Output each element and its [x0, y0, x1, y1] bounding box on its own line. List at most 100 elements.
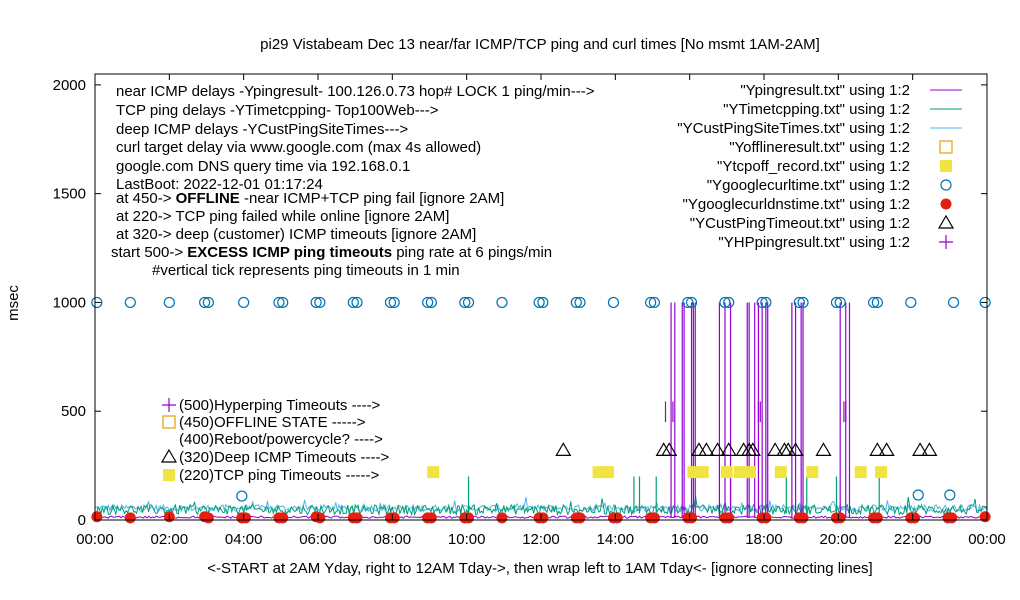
data-point — [574, 512, 586, 524]
inner-legend-swatch — [160, 448, 178, 463]
note-line: at 220-> TCP ping failed while online [i… — [116, 208, 449, 225]
data-point — [733, 466, 746, 479]
y-axis-label: msec — [5, 285, 22, 321]
data-point — [236, 490, 248, 502]
inner-legend-item: (320)Deep ICMP Timeouts ----> — [179, 449, 389, 466]
inner-legend-swatch — [163, 469, 175, 481]
data-point — [682, 296, 694, 309]
data-point — [645, 296, 657, 309]
data-point — [277, 512, 289, 524]
data-point — [388, 296, 400, 309]
note-line: deep ICMP delays -YCustPingSiteTimes---> — [116, 121, 408, 138]
data-point — [533, 296, 545, 309]
data-point — [384, 296, 397, 309]
data-point — [273, 296, 285, 309]
data-point — [912, 489, 924, 501]
data-point — [427, 466, 440, 479]
x-tick-label: 10:00 — [448, 531, 486, 548]
data-point — [347, 296, 359, 309]
data-point — [687, 466, 700, 479]
data-point — [238, 296, 250, 309]
data-point — [351, 512, 363, 524]
data-point — [555, 442, 572, 456]
legend-entry-label: "Ygooglecurldnstime.txt" using 1:2 — [683, 196, 910, 213]
data-point — [947, 296, 960, 309]
note-line: #vertical tick represents ping timeouts … — [152, 262, 460, 279]
data-point — [648, 296, 660, 309]
data-point — [767, 442, 784, 456]
data-point — [979, 296, 991, 309]
data-point — [537, 512, 549, 524]
data-point — [854, 466, 867, 479]
legend-entry-label: "Ypingresult.txt" using 1:2 — [740, 82, 910, 99]
y-tick-label: 2000 — [53, 77, 86, 94]
legend-swatch — [937, 214, 955, 229]
data-point — [422, 296, 434, 309]
inner-legend-item: (500)Hyperping Timeouts ----> — [179, 397, 381, 414]
legend-swatch — [940, 160, 952, 172]
data-point — [163, 296, 175, 309]
data-point — [199, 296, 211, 309]
marker-layer — [91, 296, 991, 524]
note-excess: start 500-> EXCESS ICMP ping timeouts pi… — [111, 244, 552, 261]
data-point — [797, 512, 809, 524]
data-point — [797, 296, 809, 309]
y-tick-label: 1000 — [53, 294, 86, 311]
data-point — [425, 512, 437, 524]
data-point — [690, 442, 708, 456]
inner-legend-item: (400)Reboot/powercycle? ----> — [179, 431, 383, 448]
data-point — [869, 442, 886, 456]
data-point — [611, 512, 623, 524]
chart-title: pi29 Vistabeam Dec 13 near/far ICMP/TCP … — [260, 36, 820, 53]
data-point — [661, 442, 678, 456]
data-point — [830, 296, 843, 309]
inner-legend-item: (220)TCP ping Timeouts -----> — [179, 467, 379, 484]
x-tick-label: 16:00 — [671, 531, 709, 548]
data-point — [459, 296, 471, 309]
inner-legend-swatch — [162, 398, 176, 412]
tick-layer: 0 500 1000 1500 2000 00:00 02:00 04:00 06:00 08:0… — [53, 74, 1006, 548]
data-point — [774, 466, 787, 479]
note-line: at 320-> deep (customer) ICMP timeouts [… — [116, 226, 476, 243]
data-point — [696, 466, 709, 479]
data-point — [793, 296, 805, 309]
legend-entry-label: "Ygooglecurltime.txt" using 1:2 — [707, 177, 910, 194]
data-point — [496, 296, 508, 309]
data-point — [277, 296, 289, 309]
inner-legend: (500)Hyperping Timeouts ----> (450)OFFLI… — [160, 397, 389, 484]
data-point — [709, 442, 726, 456]
data-point — [905, 296, 917, 309]
data-point — [310, 296, 322, 309]
data-point — [743, 466, 756, 479]
x-tick-label: 00:00 — [968, 531, 1006, 548]
x-axis-label: <-START at 2AM Yday, right to 12AM Tday-… — [207, 560, 872, 577]
legend-swatch — [939, 140, 953, 154]
x-tick-label: 08:00 — [374, 531, 412, 548]
data-point — [648, 512, 660, 524]
legend-entry-label: "Yofflineresult.txt" using 1:2 — [729, 139, 910, 156]
data-point — [719, 296, 731, 309]
data-point — [875, 466, 888, 479]
data-point — [756, 296, 768, 309]
data-point — [601, 466, 614, 479]
data-point — [202, 296, 214, 309]
data-point — [878, 442, 895, 456]
y-tick-label: 0 — [78, 512, 86, 529]
data-point — [723, 296, 735, 309]
data-point — [607, 296, 620, 309]
data-point — [834, 512, 846, 524]
data-point — [91, 511, 103, 523]
data-point — [744, 442, 761, 456]
data-point — [871, 296, 883, 309]
notes-layer: near ICMP delays -Ypingresult- 100.126.0… — [111, 83, 595, 279]
inner-legend-swatch — [162, 415, 176, 429]
data-point — [912, 442, 929, 456]
data-point — [944, 489, 956, 501]
data-point — [720, 442, 737, 456]
legend-entry-label: "YCustPingTimeout.txt" using 1:2 — [690, 215, 910, 232]
x-tick-label: 06:00 — [299, 531, 337, 548]
data-point — [574, 296, 586, 309]
legend-swatch — [940, 198, 952, 210]
data-point — [946, 512, 958, 524]
